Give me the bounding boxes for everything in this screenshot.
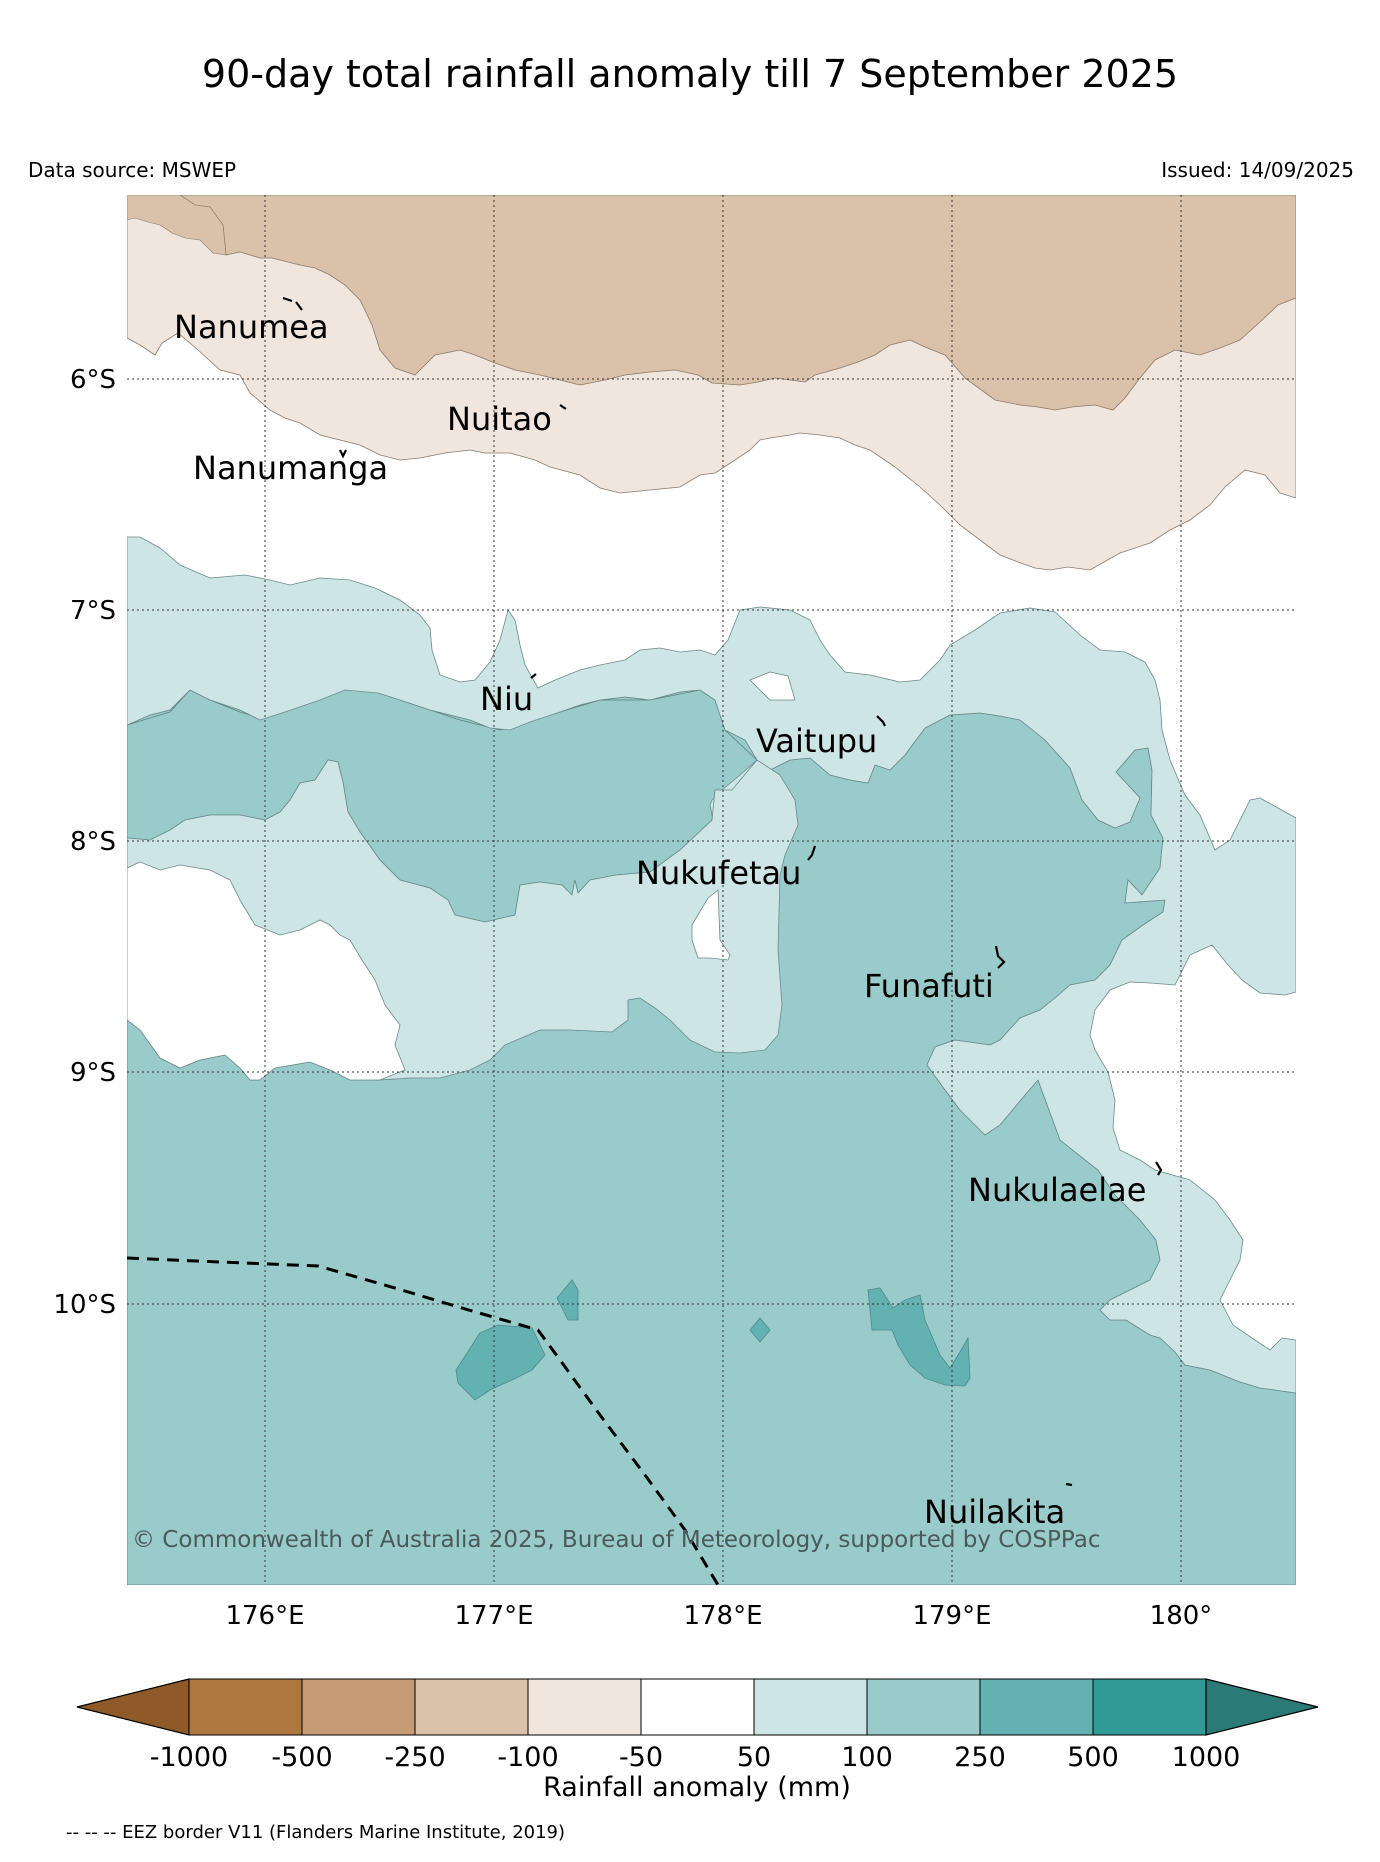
zone-250-500-d: [867, 1287, 971, 1387]
place-label-vaitupu: Vaitupu: [756, 722, 877, 760]
lat-label-8s: 8°S: [70, 827, 116, 857]
lat-label-10s: 10°S: [53, 1290, 116, 1320]
place-label-nanumanga: Nanumanga: [193, 449, 388, 487]
anomaly-field: [127, 195, 1296, 1585]
colorbar-tick-label: -250: [384, 1742, 445, 1773]
colorbar-tick-label: -1000: [150, 1742, 228, 1773]
colorbar-title: Rainfall anomaly (mm): [543, 1772, 851, 1803]
colorbar-tick-labels: -1000 -500 -250 -100 -50 50 100 250 500 1000: [150, 1742, 1241, 1773]
issued-date-label: Issued: 14/09/2025: [1161, 158, 1354, 182]
colorbar-tick-label: -50: [619, 1742, 663, 1773]
colorbar-tick-label: 250: [954, 1742, 1006, 1773]
place-label-funafuti: Funafuti: [864, 967, 994, 1005]
colorbar-tick-label: -100: [497, 1742, 558, 1773]
colorbar-extend-high: [1205, 1678, 1319, 1736]
place-label-nukulaelae: Nukulaelae: [968, 1171, 1146, 1209]
colorbar-tick-label: 50: [737, 1742, 771, 1773]
gridlines: [127, 195, 1296, 1585]
lat-label-9s: 9°S: [70, 1058, 116, 1088]
nukufetau-island-icon: [807, 845, 817, 861]
colorbar-tick-label: 1000: [1172, 1742, 1241, 1773]
nanumanga-island-icon: [339, 449, 347, 459]
colorbar: [76, 1678, 1319, 1736]
nanumea-island-icon: [282, 296, 303, 311]
lon-label-180: 180°: [1150, 1601, 1213, 1631]
place-label-nukufetau: Nukufetau: [636, 854, 801, 892]
zone-250-500-c: [749, 1317, 771, 1343]
nukulaelae-island-icon: [1155, 1161, 1163, 1176]
colorbar-extend-low: [76, 1678, 190, 1736]
nuitao-island-icon: [559, 404, 567, 410]
eez-footnote: -- -- -- EEZ border V11 (Flanders Marine…: [66, 1822, 566, 1843]
lon-label-177e: 177°E: [454, 1601, 533, 1631]
zone-hole-3: [127, 861, 406, 1081]
nuilakita-island-icon: [1065, 1482, 1073, 1487]
lat-label-6s: 6°S: [70, 365, 116, 395]
colorbar-segment: [753, 1678, 868, 1736]
colorbar-segment: [188, 1678, 303, 1736]
colorbar-segment: [1092, 1678, 1207, 1736]
zone-250-500-b: [556, 1279, 579, 1321]
colorbar-segment: [414, 1678, 529, 1736]
colorbar-segment: [640, 1678, 755, 1736]
colorbar-tick-label: 500: [1067, 1742, 1119, 1773]
zone-neg250-pocket: [127, 195, 227, 256]
lon-label-178e: 178°E: [683, 1601, 762, 1631]
place-label-nuitao: Nuitao: [447, 400, 552, 438]
map-title: 90-day total rainfall anomaly till 7 Sep…: [201, 52, 1179, 96]
lat-label-7s: 7°S: [70, 596, 116, 626]
funafuti-island-icon: [994, 945, 1006, 969]
zone-neg250-neg100: [179, 195, 1296, 411]
zone-hole-1: [749, 671, 796, 701]
colorbar-tick-label: 100: [841, 1742, 893, 1773]
vaitupu-island-icon: [876, 715, 886, 727]
place-label-nanumea: Nanumea: [174, 308, 329, 346]
island-marks: [282, 296, 1163, 1487]
colorbar-segment: [527, 1678, 642, 1736]
copyright-text: © Commonwealth of Australia 2025, Bureau…: [132, 1527, 1101, 1553]
colorbar-tick-label: -500: [271, 1742, 332, 1773]
data-source-label: Data source: MSWEP: [28, 158, 237, 182]
zone-hole-2: [691, 889, 731, 961]
niu-island-icon: [530, 673, 537, 679]
lon-label-179e: 179°E: [912, 1601, 991, 1631]
lon-label-176e: 176°E: [225, 1601, 304, 1631]
zone-250-500-a: [455, 1324, 546, 1401]
place-label-nuilakita: Nuilakita: [924, 1493, 1065, 1531]
eez-border-line: [126, 1256, 720, 1586]
place-label-niu: Niu: [480, 680, 533, 718]
colorbar-segment: [301, 1678, 416, 1736]
colorbar-segment: [866, 1678, 981, 1736]
colorbar-segment: [979, 1678, 1094, 1736]
